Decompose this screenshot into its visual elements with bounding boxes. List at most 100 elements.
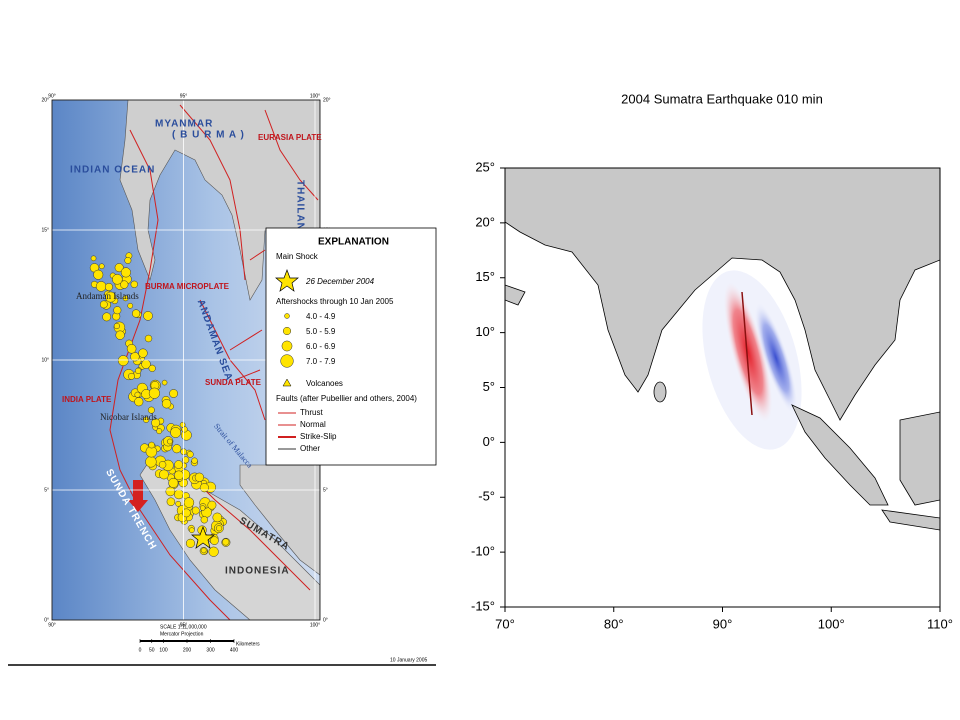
land-malaysia	[239, 464, 320, 576]
land-java	[881, 509, 940, 531]
aftershock	[183, 497, 195, 508]
aftershock	[128, 372, 135, 380]
aftershock	[122, 295, 129, 302]
aftershock	[134, 397, 144, 407]
aftershock	[130, 352, 140, 362]
aftershock	[98, 263, 105, 270]
scale-label: 300	[206, 647, 215, 653]
y-tick-label: 15°	[475, 269, 495, 284]
x-tick-label: 80°	[604, 616, 624, 631]
scale-label: 50	[149, 647, 155, 653]
x-tick-label: 100°	[818, 616, 845, 631]
aftershock	[168, 477, 179, 488]
land-arabia	[505, 284, 526, 306]
legend-dot	[280, 354, 294, 368]
aftershock	[145, 456, 157, 468]
lon-label: 95°	[180, 622, 188, 628]
aftershock	[126, 344, 137, 354]
aftershock	[147, 406, 155, 414]
aftershock	[90, 255, 97, 262]
aftershock	[143, 416, 150, 423]
legend-item: 5.0 - 5.9	[306, 327, 336, 336]
aftershock	[212, 512, 223, 523]
lat-label: 0°	[323, 617, 328, 623]
legend-heading: Aftershocks through 10 Jan 2005	[276, 297, 394, 306]
aftershock	[134, 391, 141, 398]
y-tick-label: 5°	[483, 379, 495, 394]
aftershock	[93, 269, 104, 280]
lon-label: 95°	[180, 93, 188, 99]
aftershock	[124, 256, 132, 264]
ocean-label: INDIAN OCEAN	[70, 165, 155, 176]
magnitude-items: 4.0 - 4.9 5.0 - 5.9 6.0 - 6.9 7.0 - 7.9	[280, 312, 336, 368]
tectonic-map: 90°90°95°95°100°100°20°20°15°15°10°10°5°…	[8, 93, 437, 666]
scale-title: SCALE 1:11,000,000	[160, 624, 207, 630]
aftershock	[191, 457, 198, 464]
rupture	[741, 291, 753, 416]
legend-star	[275, 269, 299, 292]
legend-dot	[282, 326, 292, 336]
aftershock	[169, 389, 178, 398]
wave-crest	[723, 282, 773, 422]
legend-volcano	[282, 378, 292, 387]
aftershock	[105, 291, 117, 303]
plate-label: EURASIA PLATE	[258, 133, 322, 142]
aftershock	[143, 311, 153, 321]
legend-dot	[281, 340, 293, 352]
country-label: INDONESIA	[225, 566, 290, 577]
legend: EXPLANATION Main Shock 26 December 2004 …	[265, 227, 437, 466]
faults	[109, 104, 319, 620]
scale-unit: Kilometers	[236, 641, 260, 647]
legend-item: Strike-Slip	[300, 432, 337, 441]
y-tick-label: 0°	[483, 434, 495, 449]
legend-item: Normal	[300, 420, 326, 429]
aftershock	[191, 506, 200, 515]
lat-label: 5°	[44, 487, 49, 493]
aftershock	[186, 451, 194, 458]
aftershock	[114, 263, 124, 273]
country-label: THAILAND	[294, 180, 305, 239]
aftershock	[102, 312, 112, 322]
legend-item: Thrust	[300, 408, 323, 417]
tsunami-map: 2004 Sumatra Earthquake 010 min 70° 80° 90…	[437, 50, 953, 680]
map-title: 2004 Sumatra Earthquake 010 min	[621, 91, 823, 106]
legend-dot	[284, 313, 290, 319]
aftershock	[117, 355, 129, 367]
aftershock	[159, 469, 169, 480]
aftershock	[215, 525, 223, 532]
aftershock	[127, 302, 134, 309]
y-tick-label: 25°	[475, 159, 495, 174]
legend-item: 26 December 2004	[305, 277, 375, 286]
lon-label: 90°	[48, 93, 56, 99]
aftershock	[185, 538, 196, 548]
wave-trough	[754, 302, 798, 414]
scale-label: 100	[159, 647, 168, 653]
aftershock	[138, 348, 148, 358]
aftershock	[208, 546, 219, 557]
aftershock	[166, 497, 176, 506]
legend-heading: Faults (after Pubellier and others, 2004…	[276, 394, 417, 403]
legend-item: Other	[300, 444, 320, 453]
aftershock	[170, 427, 182, 438]
y-tick-label: -10°	[471, 544, 495, 559]
aftershock	[181, 508, 191, 518]
scale-label: 200	[183, 647, 192, 653]
aftershock	[188, 527, 195, 534]
aftershock	[131, 309, 141, 318]
aftershock	[222, 538, 230, 546]
aftershock	[174, 460, 183, 469]
aftershock	[113, 306, 122, 315]
lat-label: 5°	[323, 487, 328, 493]
aftershock	[151, 418, 161, 428]
plate-label: BURMA MICROPLATE	[145, 282, 230, 291]
x-tick-label: 70°	[495, 616, 515, 631]
aftershock	[95, 281, 107, 292]
legend-heading: Main Shock	[276, 252, 319, 261]
aftershock	[172, 444, 182, 454]
x-tick-label: 90°	[713, 616, 733, 631]
lon-label: 100°	[310, 622, 320, 628]
aftershock	[99, 300, 108, 309]
aftershock	[130, 280, 138, 289]
aftershock	[179, 421, 186, 428]
aftershock	[161, 399, 172, 409]
